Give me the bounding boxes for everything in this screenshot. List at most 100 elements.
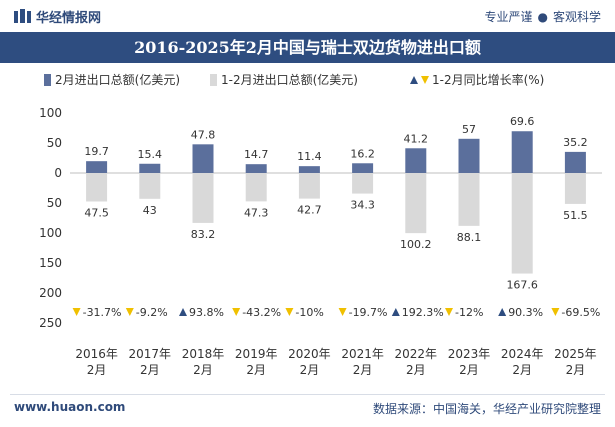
- data-label-monthly: 47.8: [191, 128, 216, 141]
- x-tick-label-month: 2月: [406, 363, 426, 377]
- bar-cumulative: [352, 173, 374, 194]
- site-url: www.huaon.com: [14, 400, 126, 414]
- slogan-left: 专业严谨: [484, 10, 533, 24]
- bar-cumulative: [405, 173, 427, 234]
- legend-label-cumulative: 1-2月进出口总额(亿美元): [221, 72, 358, 87]
- x-tick-label-month: 2月: [246, 363, 266, 377]
- growth-label: -69.5%: [561, 306, 600, 319]
- data-label-cumulative: 43: [143, 204, 157, 217]
- growth-down-triangle-icon: [445, 308, 453, 316]
- data-label-monthly: 11.4: [297, 150, 322, 163]
- bar-monthly: [458, 138, 480, 173]
- bar-monthly: [405, 148, 427, 173]
- data-label-cumulative: 167.6: [506, 279, 538, 292]
- x-tick-label-month: 2月: [300, 363, 320, 377]
- data-source: 数据来源：中国海关，华经产业研究院整理: [372, 402, 601, 416]
- growth-label: 90.3%: [508, 306, 543, 319]
- growth-label: -19.7%: [349, 306, 388, 319]
- x-tick-label-year: 2022年: [395, 347, 438, 361]
- data-label-cumulative: 88.1: [457, 231, 482, 244]
- x-tick-label-year: 2021年: [341, 347, 384, 361]
- bar-cumulative: [86, 173, 108, 202]
- y-tick-label: 100: [39, 226, 62, 240]
- legend-swatch-cumulative: [210, 74, 217, 86]
- legend-label-monthly: 2月进出口总额(亿美元): [55, 72, 180, 87]
- y-tick-label: 50: [47, 196, 62, 210]
- data-label-monthly: 15.4: [138, 148, 163, 161]
- bar-cumulative: [192, 173, 214, 223]
- data-label-monthly: 69.6: [510, 115, 535, 128]
- growth-label: -9.2%: [136, 306, 168, 319]
- x-tick-label-year: 2025年: [554, 347, 597, 361]
- growth-down-triangle-icon: [551, 308, 560, 316]
- growth-up-triangle-icon: [391, 308, 400, 316]
- growth-down-triangle-icon: [125, 308, 134, 316]
- data-label-cumulative: 100.2: [400, 238, 432, 251]
- growth-down-triangle-icon: [72, 308, 81, 316]
- data-label-cumulative: 51.5: [563, 209, 588, 222]
- y-tick-label: 250: [39, 316, 62, 330]
- data-label-monthly: 16.2: [350, 147, 375, 160]
- growth-label: 192.3%: [402, 306, 444, 319]
- y-tick-label: 50: [47, 136, 62, 150]
- footer-divider: [10, 394, 605, 395]
- bar-monthly: [139, 163, 161, 173]
- legend-swatch-monthly: [44, 74, 51, 86]
- growth-label: -12%: [455, 306, 483, 319]
- growth-up-triangle-icon: [498, 308, 507, 316]
- slogan-right: 客观科学: [552, 10, 601, 24]
- growth-label: -10%: [295, 306, 323, 319]
- y-tick-label: 0: [54, 166, 62, 180]
- growth-label: -31.7%: [83, 306, 122, 319]
- growth-label: 93.8%: [189, 306, 224, 319]
- chart-title: 2016-2025年2月中国与瑞士双边货物进出口额: [0, 32, 615, 63]
- x-tick-label-year: 2016年: [75, 347, 118, 361]
- legend-label-growth: 1-2月同比增长率(%): [432, 72, 544, 87]
- bar-cumulative: [458, 173, 480, 226]
- x-tick-label-month: 2月: [87, 363, 107, 377]
- bar-cumulative: [564, 173, 586, 204]
- growth-up-triangle-icon: [179, 308, 187, 316]
- brand-name: 华经情报网: [36, 11, 102, 26]
- data-label-cumulative: 47.5: [84, 207, 109, 220]
- data-label-monthly: 19.7: [84, 145, 109, 158]
- y-tick-label: 100: [39, 106, 62, 120]
- bar-monthly: [245, 164, 267, 173]
- bar-monthly: [298, 166, 320, 173]
- bar-monthly: [564, 151, 586, 173]
- bar-monthly: [86, 161, 108, 173]
- y-tick-label: 200: [39, 286, 62, 300]
- x-tick-label-month: 2月: [512, 363, 532, 377]
- x-tick-label-month: 2月: [566, 363, 586, 377]
- bar-cumulative: [511, 173, 533, 274]
- chart: 2月进出口总额(亿美元) 1-2月进出口总额(亿美元) 1-2月同比增长率(%) 10…: [39, 72, 602, 377]
- x-tick-label-year: 2020年: [288, 347, 331, 361]
- x-tick-label-year: 2023年: [448, 347, 491, 361]
- growth-down-triangle-icon: [232, 308, 241, 316]
- x-tick-label-year: 2024年: [501, 347, 544, 361]
- bar-monthly: [192, 144, 214, 173]
- bar-cumulative: [139, 173, 161, 199]
- x-tick-label-month: 2月: [353, 363, 373, 377]
- logo-icon: [14, 9, 31, 23]
- slogan: 专业严谨 ● 客观科学: [484, 8, 601, 25]
- data-label-monthly: 14.7: [244, 148, 269, 161]
- bar-cumulative: [298, 173, 320, 199]
- growth-down-triangle-icon: [338, 308, 347, 316]
- data-label-cumulative: 34.3: [350, 199, 375, 212]
- data-label-monthly: 57: [462, 123, 476, 136]
- bar-monthly: [352, 163, 374, 173]
- x-tick-label-month: 2月: [459, 363, 479, 377]
- data-label-monthly: 41.2: [404, 132, 429, 145]
- growth-down-triangle-icon: [285, 308, 294, 316]
- bar-cumulative: [245, 173, 267, 202]
- slogan-separator: ●: [537, 10, 548, 24]
- x-tick-label-year: 2018年: [182, 347, 225, 361]
- bar-monthly: [511, 131, 533, 173]
- data-label-cumulative: 47.3: [244, 206, 269, 219]
- top-bar: 华经情报网 专业严谨 ● 客观科学: [0, 0, 615, 32]
- legend-down-triangle-icon: [421, 76, 429, 84]
- x-tick-label-month: 2月: [140, 363, 160, 377]
- data-label-cumulative: 83.2: [191, 228, 216, 241]
- x-tick-label-year: 2019年: [235, 347, 278, 361]
